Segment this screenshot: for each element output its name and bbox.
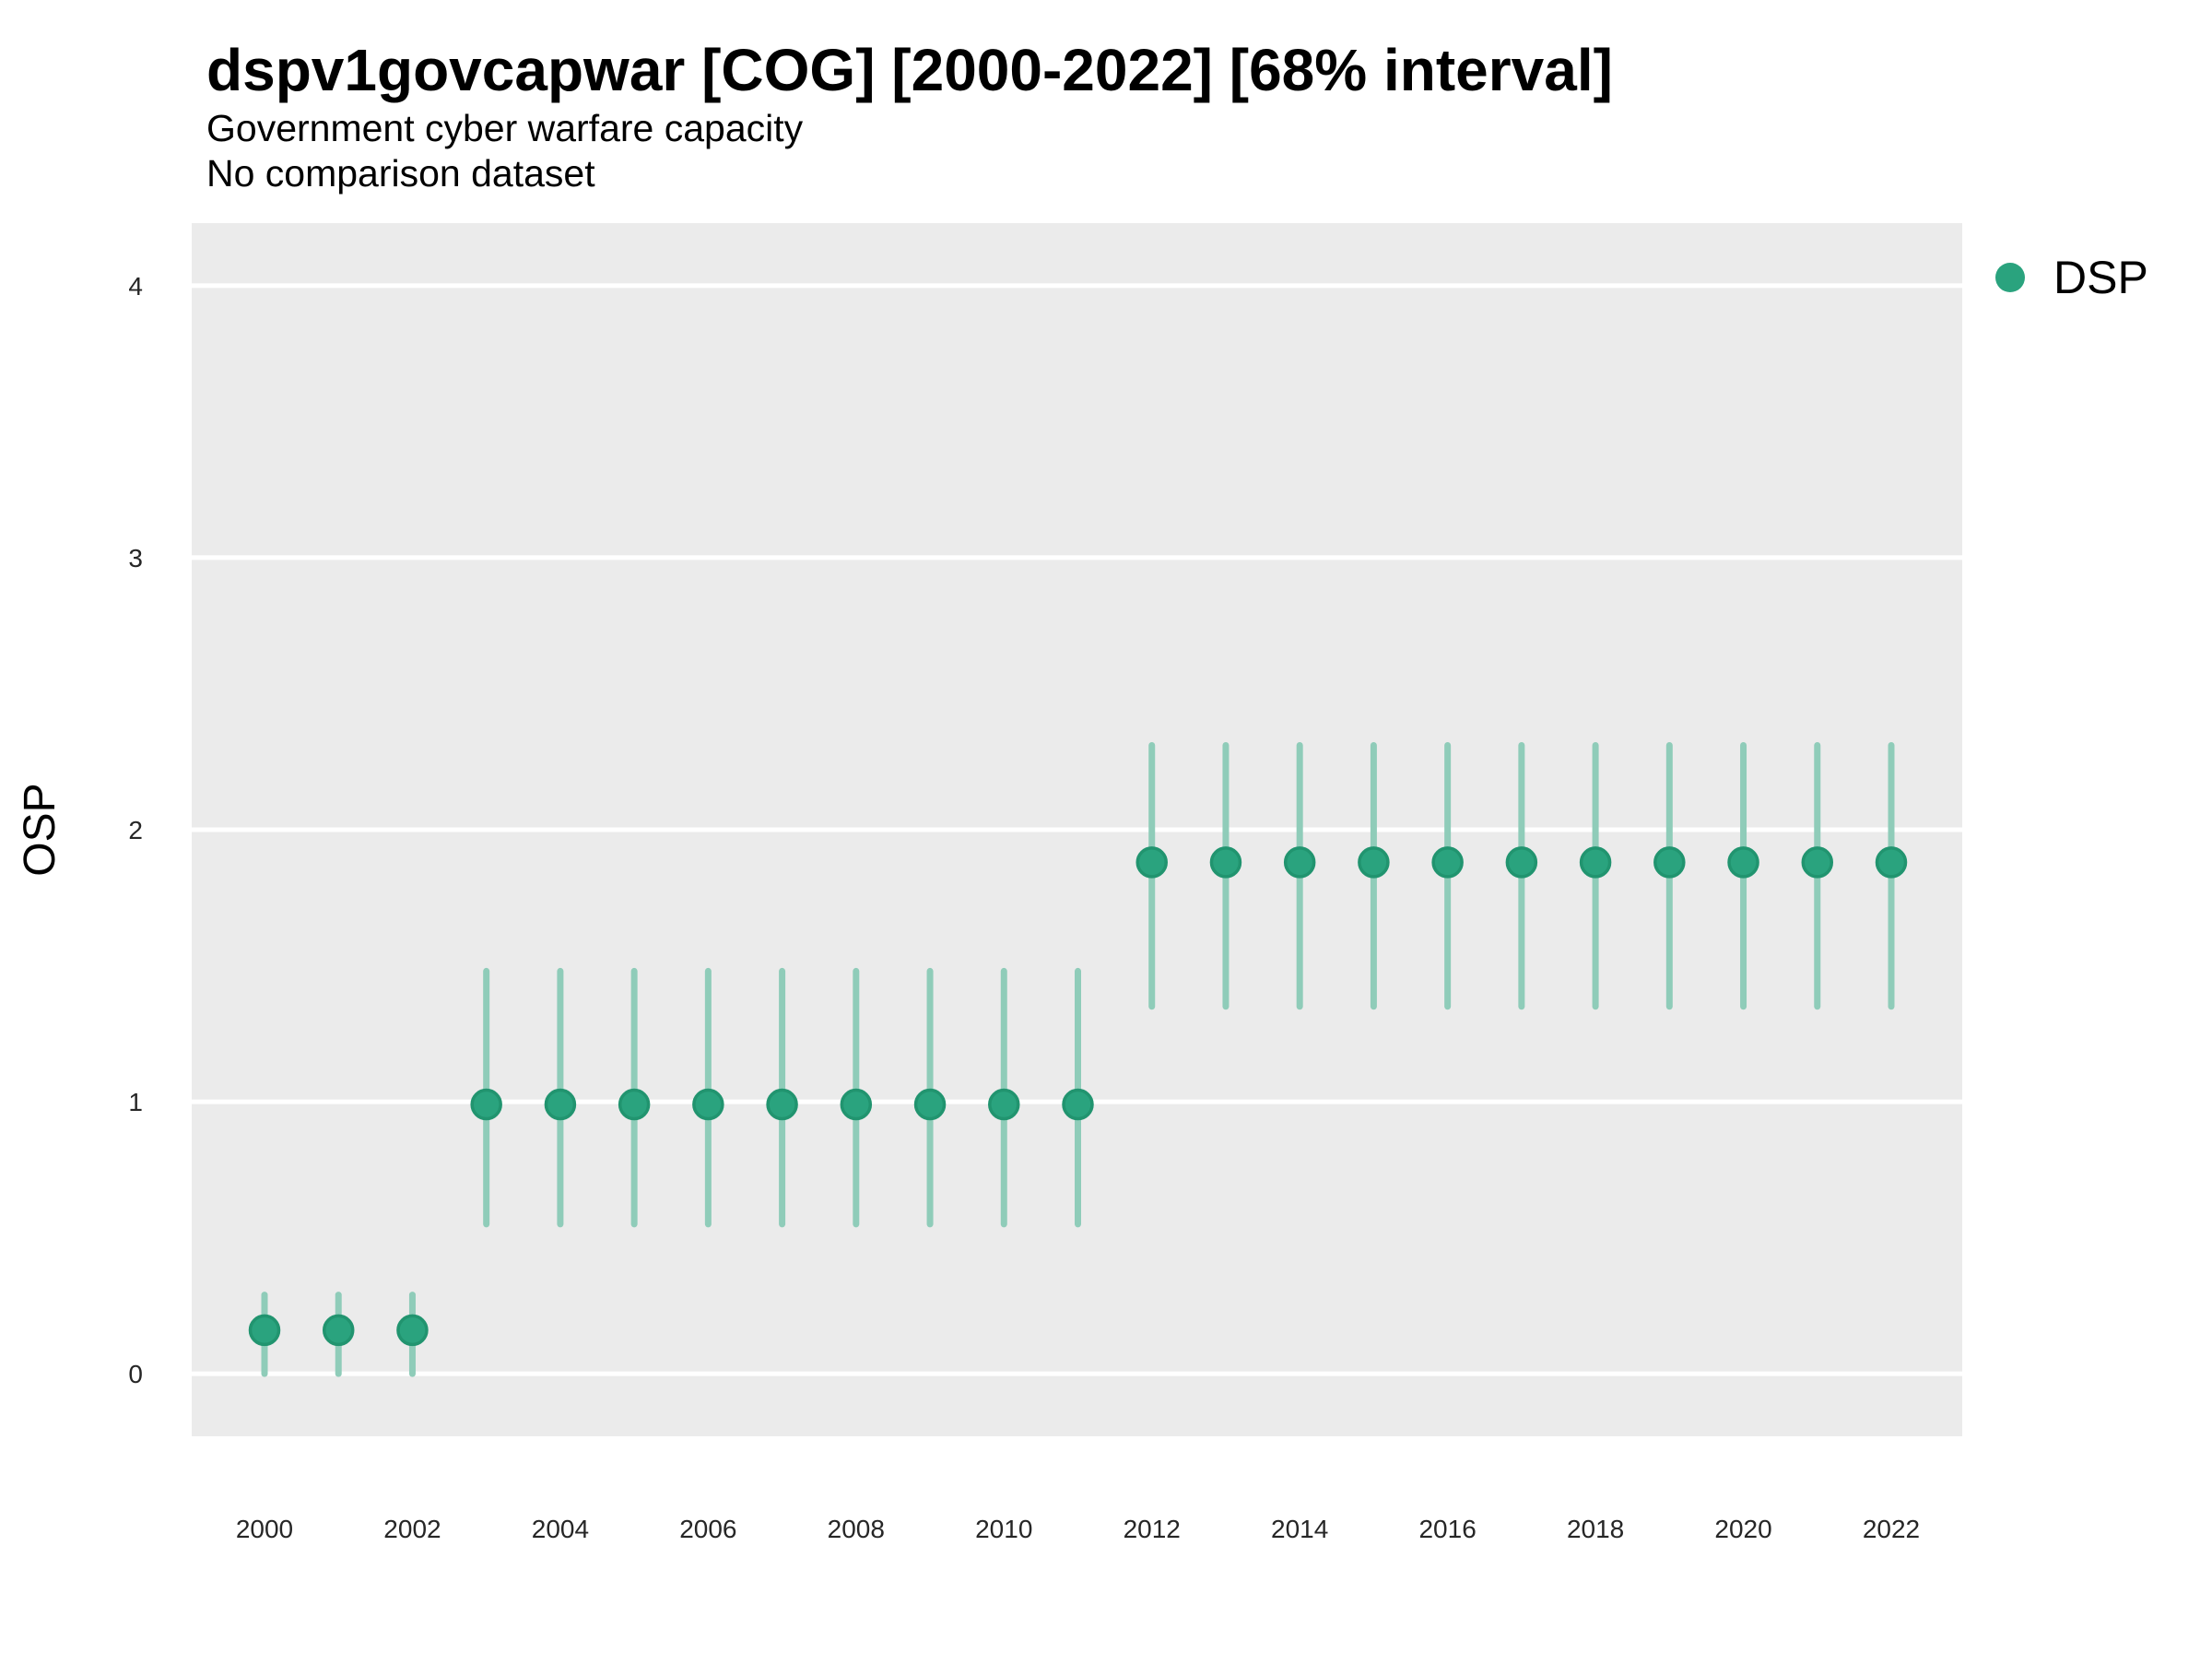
y-tick-1: 1	[128, 1088, 143, 1116]
legend-dsp-label: DSP	[2053, 252, 2148, 303]
point-2006	[692, 1088, 724, 1121]
point-2017	[1505, 846, 1538, 879]
x-tick-2002: 2002	[383, 1515, 441, 1543]
point-2007	[766, 1088, 798, 1121]
point-2022	[1875, 846, 1908, 879]
legend: DSP	[1995, 252, 2148, 303]
y-tick-2: 2	[128, 816, 143, 844]
point-2003	[470, 1088, 502, 1121]
point-2010	[988, 1088, 1020, 1121]
point-2018	[1579, 846, 1612, 879]
x-tick-2000: 2000	[236, 1515, 293, 1543]
point-2009	[913, 1088, 947, 1121]
x-tick-2016: 2016	[1418, 1515, 1476, 1543]
y-axis-title: OSP	[16, 783, 65, 876]
y-axis-tick-labels: 0 1 2 3 4	[128, 272, 143, 1388]
point-2015	[1358, 846, 1390, 879]
x-axis-tick-labels: 2000 2002 2004 2006 2008 2010 2012 2014 2016 2018…	[236, 1515, 1920, 1543]
x-tick-2020: 2020	[1714, 1515, 1771, 1543]
chart-note: No comparison dataset	[206, 152, 595, 195]
point-2011	[1062, 1088, 1094, 1121]
point-2014	[1283, 846, 1316, 879]
chart-subtitle: Government cyber warfare capacity	[206, 107, 804, 149]
point-2019	[1653, 846, 1686, 879]
y-tick-4: 4	[128, 272, 143, 301]
point-2008	[840, 1088, 873, 1121]
x-tick-2022: 2022	[1863, 1515, 1920, 1543]
point-estimates	[248, 846, 1908, 1347]
x-tick-2014: 2014	[1271, 1515, 1328, 1543]
legend-dsp-swatch-icon	[1995, 263, 2025, 292]
point-2013	[1209, 846, 1242, 879]
x-tick-2008: 2008	[828, 1515, 885, 1543]
point-2016	[1431, 846, 1464, 879]
chart-title: dspv1govcapwar [COG] [2000-2022] [68% in…	[206, 37, 1613, 103]
x-tick-2004: 2004	[532, 1515, 589, 1543]
y-tick-0: 0	[128, 1360, 143, 1388]
point-2000	[248, 1314, 281, 1347]
point-2012	[1135, 846, 1168, 879]
point-2002	[396, 1314, 429, 1347]
y-tick-3: 3	[128, 544, 143, 572]
x-tick-2012: 2012	[1124, 1515, 1181, 1543]
point-2020	[1727, 846, 1759, 879]
x-tick-2010: 2010	[975, 1515, 1032, 1543]
point-2005	[618, 1088, 651, 1121]
point-2001	[322, 1314, 355, 1347]
point-2004	[544, 1088, 577, 1121]
point-2021	[1801, 846, 1834, 879]
x-tick-2018: 2018	[1567, 1515, 1624, 1543]
x-tick-2006: 2006	[679, 1515, 736, 1543]
